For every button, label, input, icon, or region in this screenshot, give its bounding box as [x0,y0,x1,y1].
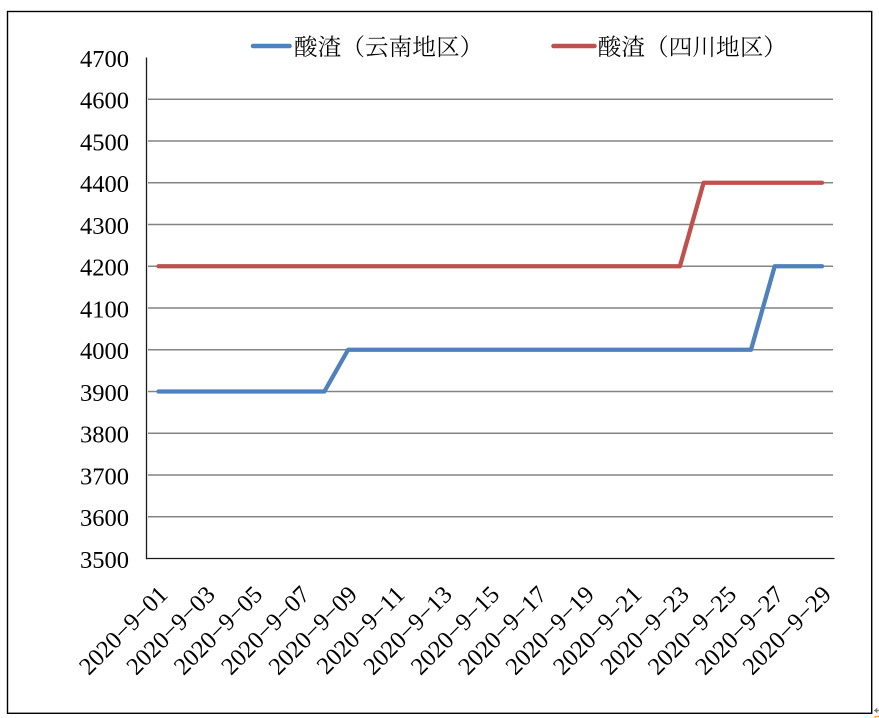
svg-text:4600: 4600 [80,88,129,115]
svg-text:4000: 4000 [80,338,129,365]
svg-text:3900: 3900 [80,380,129,407]
svg-text:4700: 4700 [80,46,129,73]
svg-text:3800: 3800 [80,422,129,449]
svg-text:3700: 3700 [80,463,129,490]
svg-text:4300: 4300 [80,213,129,240]
svg-text:4500: 4500 [80,129,129,156]
svg-text:4200: 4200 [80,255,129,282]
svg-text:3600: 3600 [80,505,129,532]
svg-text:4100: 4100 [80,296,129,323]
svg-text:3500: 3500 [80,547,129,574]
svg-text:4400: 4400 [80,171,129,198]
